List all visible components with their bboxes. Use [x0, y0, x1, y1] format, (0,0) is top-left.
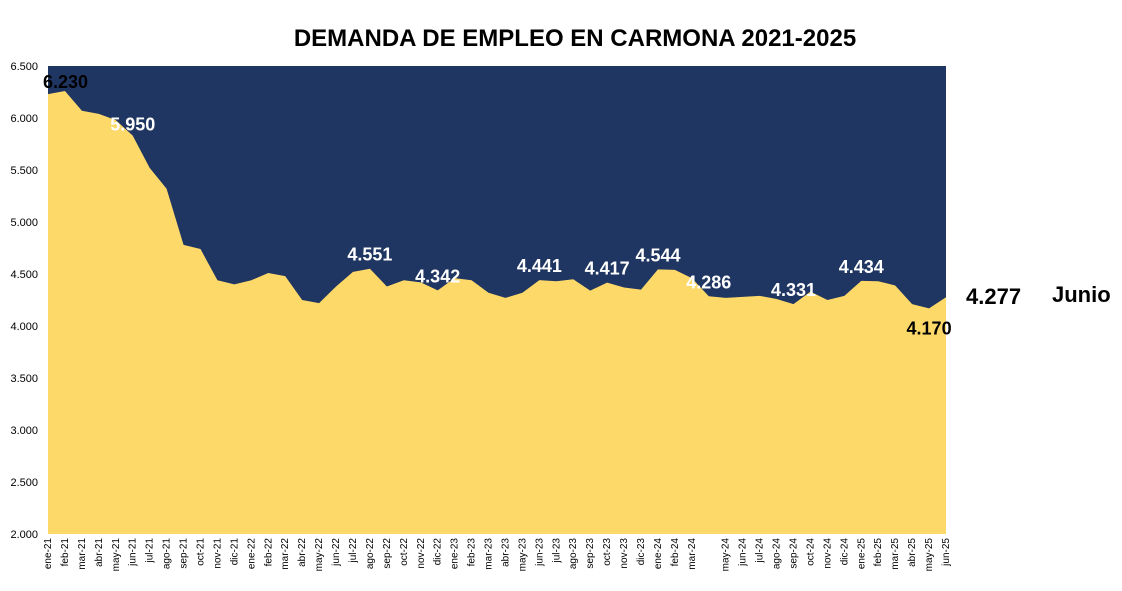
data-label: 4.286 — [686, 272, 731, 292]
y-tick-label: 6.500 — [10, 61, 38, 73]
data-label: 6.230 — [43, 72, 88, 92]
x-tick-label: jul-21 — [145, 538, 156, 564]
x-tick-label: sep-23 — [585, 538, 596, 569]
x-tick-label: jul-23 — [551, 538, 562, 564]
x-tick-label: jun-21 — [128, 538, 139, 567]
x-tick-label: ene-25 — [856, 538, 867, 570]
x-tick-label: mar-21 — [77, 538, 88, 570]
x-tick-label: may-21 — [111, 538, 122, 572]
x-tick-label: feb-22 — [263, 538, 274, 567]
x-tick-label: oct-23 — [602, 538, 613, 566]
x-tick-label: nov-24 — [822, 538, 833, 569]
x-tick-label: dic-22 — [433, 538, 444, 566]
y-tick-label: 6.000 — [10, 113, 38, 125]
y-tick-label: 5.500 — [10, 165, 38, 177]
x-axis: ene-21 feb-21 mar-21 abr-21 may-21 jun-21 jul-… — [43, 538, 952, 572]
y-tick-label: 3.500 — [10, 373, 38, 385]
x-tick-label: ago-23 — [568, 538, 579, 570]
end-value-label: 4.277 — [966, 284, 1021, 309]
x-tick-label: feb-21 — [60, 538, 71, 567]
end-month-label: Junio — [1052, 282, 1111, 307]
x-tick-label: nov-22 — [416, 538, 427, 569]
x-tick-label: oct-21 — [195, 538, 206, 566]
y-tick-label: 5.000 — [10, 217, 38, 229]
x-tick-label: jul-22 — [348, 538, 359, 564]
x-tick-label: jul-24 — [755, 538, 766, 564]
y-tick-label: 2.000 — [10, 529, 38, 541]
x-tick-label: nov-21 — [212, 538, 223, 569]
x-tick-label: feb-24 — [670, 538, 681, 567]
x-tick-label: abr-21 — [94, 538, 105, 567]
x-tick-label: dic-21 — [229, 538, 240, 566]
x-tick-label: jun-25 — [941, 538, 952, 567]
x-tick-label: mar-23 — [484, 538, 495, 570]
x-tick-label: abr-25 — [907, 538, 918, 567]
y-tick-label: 3.000 — [10, 425, 38, 437]
x-tick-label: feb-25 — [873, 538, 884, 567]
data-label: 4.170 — [907, 318, 952, 338]
x-tick-label: ene-21 — [43, 538, 54, 570]
x-tick-label: ene-22 — [246, 538, 257, 570]
x-tick-label: ago-22 — [365, 538, 376, 570]
chart-title: DEMANDA DE EMPLEO EN CARMONA 2021-2025 — [294, 25, 856, 52]
data-label: 4.417 — [585, 259, 630, 279]
x-tick-label: dic-23 — [636, 538, 647, 566]
x-tick-label: nov-23 — [619, 538, 630, 569]
y-tick-label: 4.500 — [10, 269, 38, 281]
x-tick-label: sep-24 — [789, 538, 800, 569]
x-tick-label: may-24 — [721, 538, 732, 572]
x-tick-label: may-23 — [517, 538, 528, 572]
x-tick-label: feb-23 — [467, 538, 478, 567]
data-label: 4.551 — [347, 245, 392, 265]
x-tick-label: ago-24 — [772, 538, 783, 570]
y-tick-label: 4.000 — [10, 321, 38, 333]
x-tick-label: jun-24 — [738, 538, 749, 567]
data-label: 4.342 — [415, 266, 460, 286]
data-label: 5.950 — [110, 115, 155, 135]
x-tick-label: may-25 — [924, 538, 935, 572]
x-tick-label: sep-22 — [382, 538, 393, 569]
y-axis: 2.000 2.500 3.000 3.500 4.000 4.500 5.000 5.500… — [10, 61, 38, 541]
x-tick-label: jun-22 — [331, 538, 342, 567]
x-tick-label: ene-23 — [450, 538, 461, 570]
data-label: 4.441 — [517, 256, 562, 276]
x-tick-label: sep-21 — [179, 538, 190, 569]
area-series — [48, 90, 946, 535]
x-tick-label: mar-24 — [687, 538, 698, 570]
data-label: 4.434 — [839, 257, 884, 277]
x-tick-label: mar-22 — [280, 538, 291, 570]
x-tick-label: oct-22 — [399, 538, 410, 566]
x-tick-label: abr-22 — [297, 538, 308, 567]
y-tick-label: 2.500 — [10, 477, 38, 489]
data-label: 4.544 — [635, 245, 680, 265]
x-tick-label: dic-24 — [839, 538, 850, 566]
data-label: 4.331 — [771, 280, 816, 300]
x-tick-label: may-22 — [314, 538, 325, 572]
x-tick-label: abr-23 — [500, 538, 511, 567]
x-tick-label: oct-24 — [805, 538, 816, 566]
x-tick-label: mar-25 — [890, 538, 901, 570]
x-tick-label: jun-23 — [534, 538, 545, 567]
x-tick-label: ago-21 — [162, 538, 173, 570]
x-tick-label: ene-24 — [653, 538, 664, 570]
